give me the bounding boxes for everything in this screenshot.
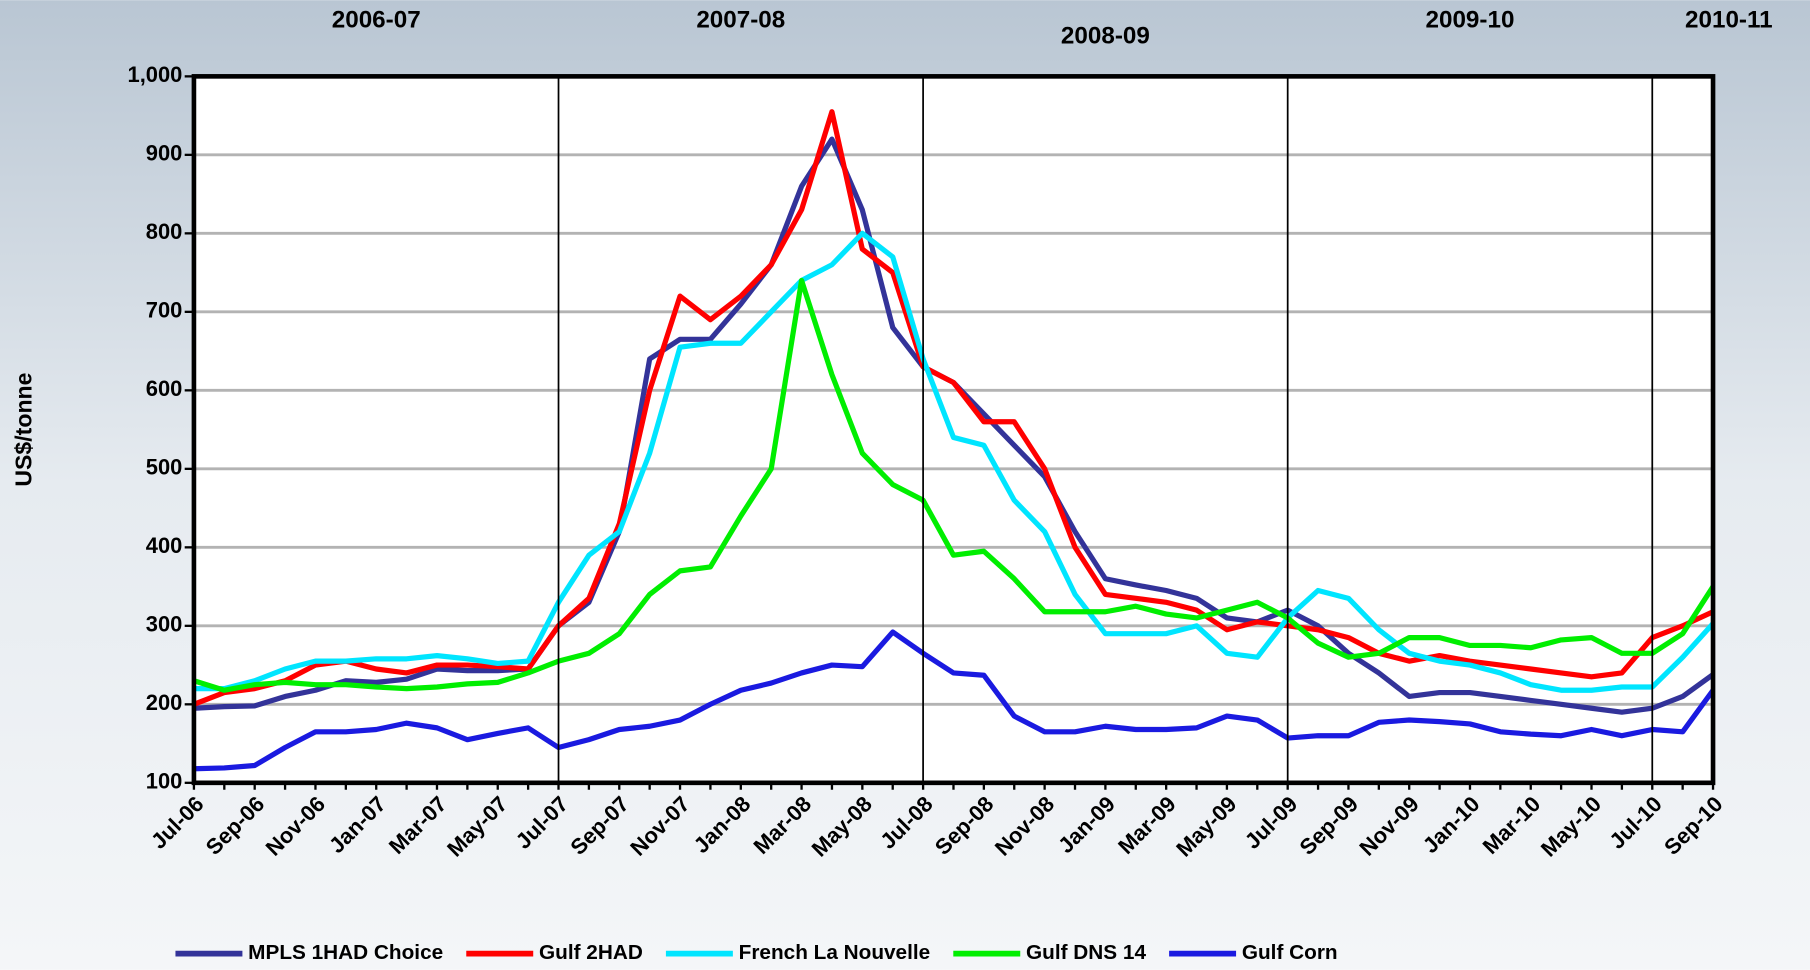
plot-area	[193, 76, 1714, 783]
series-line	[193, 629, 1716, 772]
series-line	[193, 277, 1716, 693]
y-tick-label: 600	[146, 376, 183, 401]
legend-label: French La Nouvelle	[739, 941, 931, 964]
series-line	[192, 109, 1715, 707]
series-line	[193, 230, 1715, 693]
season-label: 2007-08	[696, 6, 785, 33]
season-label: 2008-09	[1061, 23, 1150, 50]
season-label: 2006-07	[332, 6, 421, 33]
y-tick-label: 100	[146, 769, 183, 794]
y-tick-label: 400	[146, 533, 183, 558]
legend-label: Gulf Corn	[1242, 941, 1338, 964]
y-tick-label: 700	[146, 298, 183, 323]
legend-label: MPLS 1HAD Choice	[248, 941, 443, 964]
y-tick-label: 1,000	[128, 62, 183, 87]
y-tick-label: 800	[146, 219, 183, 244]
y-tick-label: 900	[146, 141, 183, 166]
y-tick-label: 500	[146, 455, 183, 480]
legend-label: Gulf DNS 14	[1026, 941, 1146, 964]
legend-label: Gulf 2HAD	[539, 941, 643, 964]
y-tick-label: 200	[146, 690, 183, 715]
y-tick-label: 300	[146, 612, 183, 637]
season-label: 2010-11	[1685, 6, 1773, 33]
season-label: 2009-10	[1426, 6, 1515, 33]
y-axis-label: US$/tonne	[10, 372, 36, 486]
